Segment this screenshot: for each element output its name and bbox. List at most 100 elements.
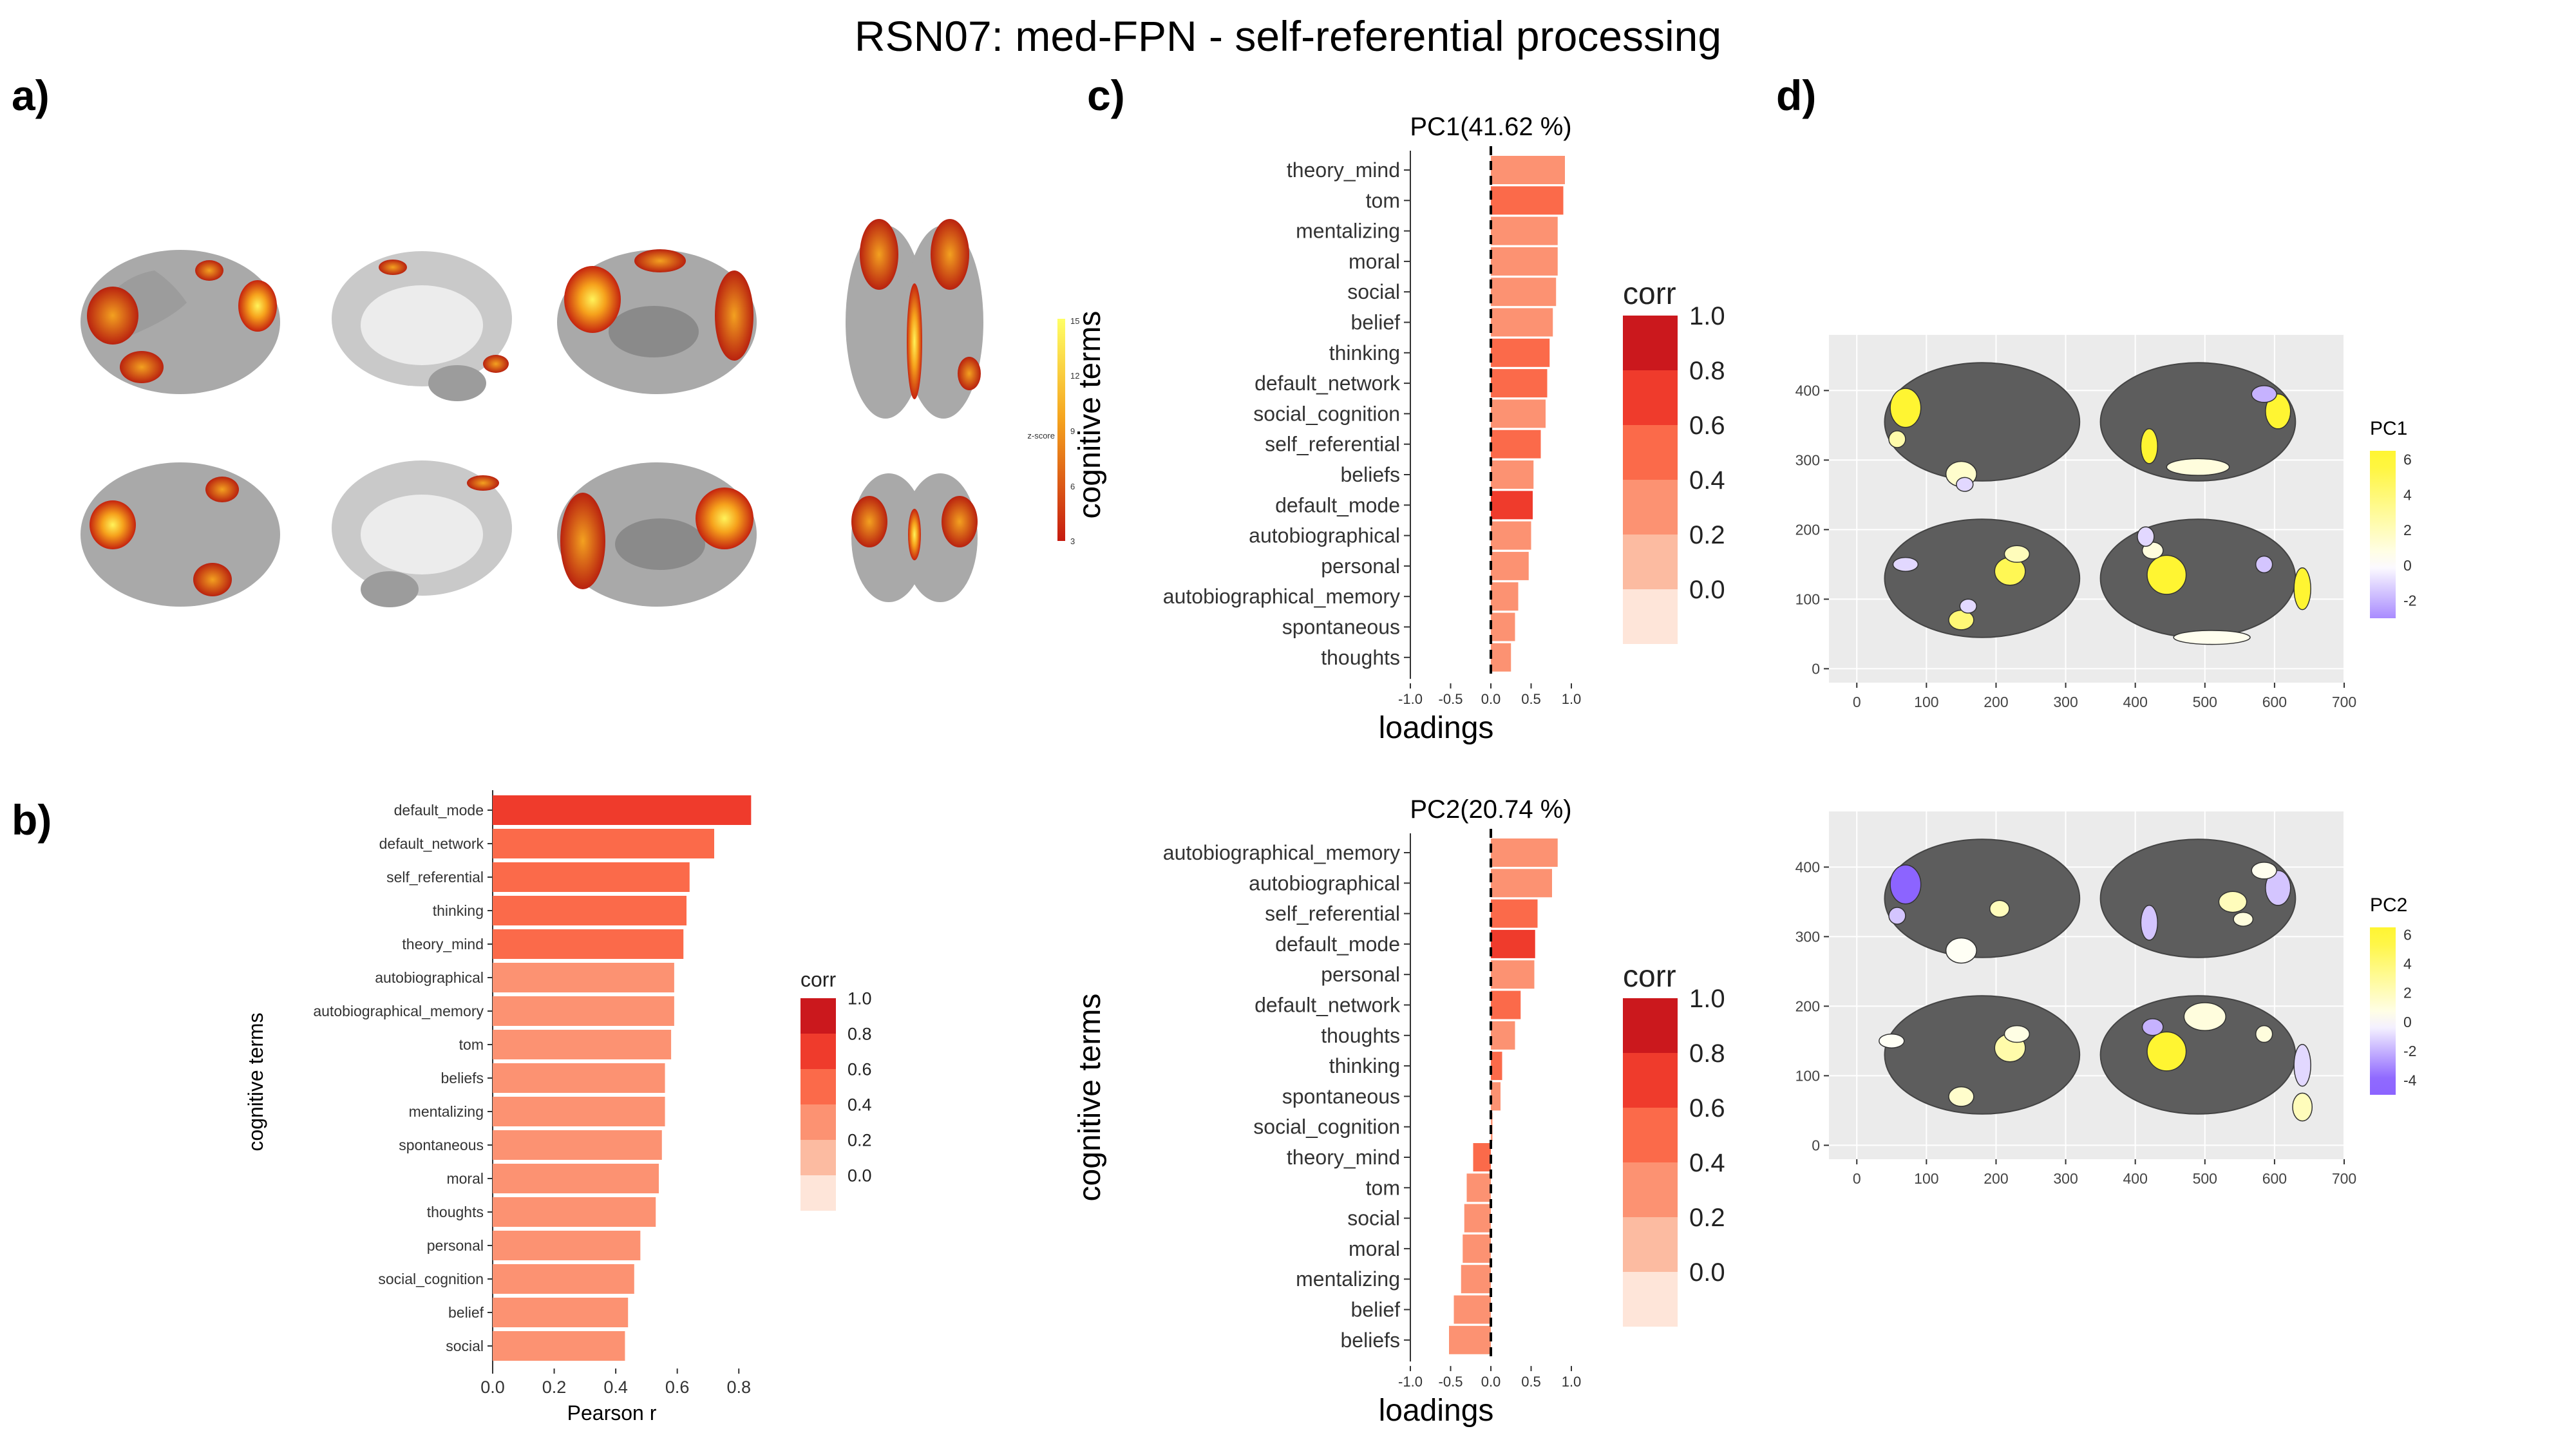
bar-spontaneous bbox=[493, 1130, 662, 1160]
roi-region bbox=[2251, 385, 2277, 403]
y-tick-label: 400 bbox=[1795, 382, 1820, 399]
legend-label: -4 bbox=[2403, 1072, 2417, 1088]
y-tick-label: autobiographical bbox=[1249, 871, 1400, 895]
hemisphere-2 bbox=[1884, 995, 2081, 1115]
y-tick-label: self_referential bbox=[1265, 902, 1400, 925]
roi-region bbox=[2140, 428, 2159, 464]
x-tick-label: 600 bbox=[2262, 1170, 2287, 1187]
roi-region bbox=[1889, 388, 1922, 428]
legend-swatch bbox=[1623, 316, 1678, 370]
legend-label: 0.8 bbox=[1689, 357, 1725, 385]
y-tick-label: thinking bbox=[433, 902, 484, 919]
x-tick-label: 0.5 bbox=[1521, 691, 1541, 707]
roi-region bbox=[1989, 900, 2010, 918]
y-tick-label: moral bbox=[1349, 250, 1400, 273]
legend-swatch bbox=[1623, 1162, 1678, 1217]
y-tick-label: spontaneous bbox=[1282, 1084, 1400, 1108]
roi-region bbox=[1959, 598, 1977, 614]
legend-label: 0 bbox=[2403, 1014, 2412, 1030]
roi-region bbox=[1879, 1033, 1905, 1048]
bar-thoughts bbox=[1491, 643, 1511, 672]
zscore-tick: 3 bbox=[1070, 536, 1075, 546]
x-axis-label: loadings bbox=[1379, 711, 1494, 745]
roi-region bbox=[1888, 907, 1906, 925]
y-tick-label: thinking bbox=[1329, 1054, 1400, 1077]
legend-title: PC2 bbox=[2370, 895, 2407, 916]
y-tick-label: belief bbox=[1351, 311, 1401, 334]
y-tick-label: moral bbox=[1349, 1237, 1400, 1260]
x-tick-label: 200 bbox=[1984, 694, 2008, 710]
legend-label: 0 bbox=[2403, 557, 2412, 574]
bar-moral bbox=[493, 1164, 659, 1193]
chart-c-pc2: PC2(20.74 %) autobiographical_memoryautob… bbox=[1073, 795, 1725, 1428]
bar-thinking bbox=[1491, 1052, 1502, 1081]
roi-region bbox=[1956, 477, 1974, 492]
hemisphere-3 bbox=[2099, 518, 2297, 638]
bar-default_mode bbox=[1491, 929, 1535, 958]
brain-lateral-right-bottom bbox=[80, 462, 280, 607]
roi-region bbox=[1889, 864, 1922, 905]
y-tick-label: social_cognition bbox=[378, 1271, 484, 1287]
bar-beliefs bbox=[493, 1063, 665, 1093]
legend-label: -2 bbox=[2403, 592, 2416, 609]
legend-label: 0.4 bbox=[1689, 1149, 1725, 1177]
y-tick-label: social_cognition bbox=[1253, 1115, 1400, 1139]
legend-label: 1.0 bbox=[1689, 302, 1725, 330]
legend-swatch bbox=[1623, 425, 1678, 480]
y-tick-label: autobiographical_memory bbox=[1163, 841, 1400, 864]
zscore-tick: 15 bbox=[1070, 316, 1079, 326]
x-tick-label: 700 bbox=[2332, 694, 2356, 710]
hemisphere-0 bbox=[1884, 362, 2081, 482]
brain-posterior-bottom bbox=[851, 473, 978, 602]
legend-label: 2 bbox=[2403, 522, 2412, 538]
y-tick-label: 0 bbox=[1812, 660, 1820, 677]
x-tick-label: 300 bbox=[2053, 1170, 2078, 1187]
bar-theory_mind bbox=[1491, 156, 1565, 184]
hemisphere-0 bbox=[1884, 838, 2081, 958]
zscore-tick: 9 bbox=[1070, 426, 1075, 436]
roi-region bbox=[2265, 870, 2291, 906]
y-tick-label: default_network bbox=[379, 835, 484, 852]
x-tick-label: 200 bbox=[1984, 1170, 2008, 1187]
x-tick-label: 0.5 bbox=[1521, 1374, 1541, 1390]
legend-label: 6 bbox=[2403, 926, 2412, 943]
bar-mentalizing bbox=[1491, 216, 1558, 245]
roi-region bbox=[2146, 1031, 2187, 1072]
legend-swatch bbox=[800, 1175, 836, 1211]
y-axis-label: cognitive terms bbox=[1073, 311, 1107, 519]
legend-label: 2 bbox=[2403, 985, 2412, 1001]
bar-default_network bbox=[1491, 369, 1548, 398]
legend-swatch bbox=[1623, 589, 1678, 644]
legend-label: 0.0 bbox=[1689, 576, 1725, 604]
bar-beliefs bbox=[1491, 460, 1534, 489]
zscore-tick: 12 bbox=[1070, 371, 1079, 381]
bar-spontaneous bbox=[1491, 1082, 1501, 1111]
y-axis-label: cognitive terms bbox=[1073, 994, 1107, 1202]
x-tick-label: 0.8 bbox=[726, 1378, 751, 1397]
roi-region bbox=[2218, 891, 2248, 913]
y-tick-label: self_referential bbox=[1265, 433, 1400, 456]
legend-label: 0.0 bbox=[848, 1166, 872, 1185]
roi-region bbox=[2255, 1025, 2273, 1043]
y-tick-label: tom bbox=[459, 1036, 484, 1053]
y-tick-label: tom bbox=[1366, 189, 1400, 212]
y-tick-label: default_network bbox=[1255, 994, 1401, 1017]
chart-d-pc2-map: 0 100 200 300 400 500 600 700 0 100 200 300 400 PC2 6 4… bbox=[1795, 811, 2417, 1187]
bar-autobiographical_memory bbox=[1491, 582, 1519, 611]
y-tick-label: spontaneous bbox=[1282, 616, 1400, 639]
legend-label: 0.4 bbox=[1689, 466, 1725, 495]
roi-region bbox=[1945, 937, 1977, 964]
brain-sagittal-bottom bbox=[332, 460, 512, 607]
bar-social bbox=[1464, 1204, 1491, 1233]
bar-social_cognition bbox=[1491, 399, 1546, 428]
roi-region bbox=[1888, 430, 1906, 448]
roi-region bbox=[2166, 458, 2230, 476]
y-tick-label: 100 bbox=[1795, 1067, 1820, 1084]
roi-region bbox=[2003, 1025, 2031, 1043]
y-tick-label: autobiographical bbox=[1249, 524, 1400, 547]
y-tick-label: spontaneous bbox=[399, 1137, 484, 1153]
figure-title: RSN07: med-FPN - self-referential proces… bbox=[854, 12, 1722, 60]
bar-thinking bbox=[1491, 338, 1550, 367]
bar-default_network bbox=[493, 829, 714, 858]
y-tick-label: 100 bbox=[1795, 591, 1820, 607]
